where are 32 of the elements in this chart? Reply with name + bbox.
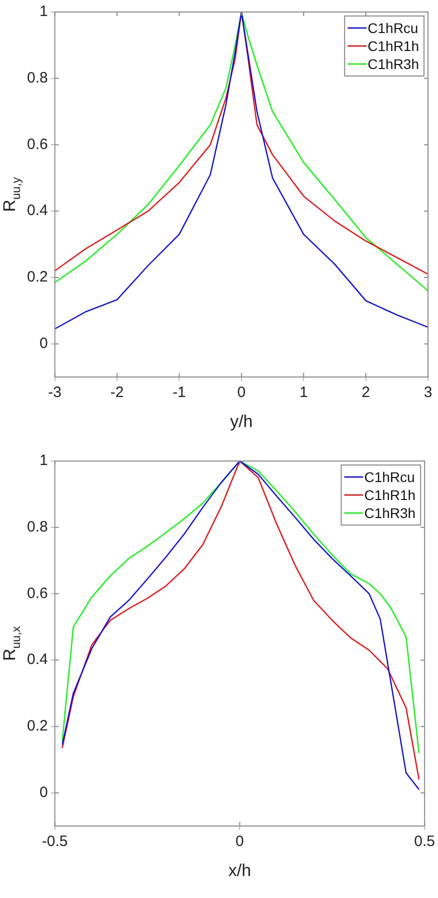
- legend-label: C1hR1h: [364, 486, 416, 503]
- x-tick-label: 3: [424, 384, 432, 402]
- y-tick-label: 0.2: [26, 268, 48, 286]
- y-tick-label: 0.4: [26, 651, 48, 668]
- y-axis-title: Ruu,y: [0, 177, 23, 212]
- x-axis-title: y/h: [230, 412, 253, 431]
- legend-label: C1hR1h: [368, 38, 420, 54]
- y-tick-label: 0.6: [26, 136, 48, 153]
- y-tick-label: 0: [40, 334, 48, 352]
- x-tick-label: 1: [299, 384, 308, 402]
- legend-label: C1hR3h: [364, 504, 416, 521]
- x-tick-label: 0: [236, 833, 244, 850]
- x-tick-label: -2: [110, 384, 124, 402]
- x-tick-label: -3: [48, 384, 62, 402]
- y-tick-label: 0.4: [26, 202, 48, 220]
- x-axis-title: x/h: [228, 861, 252, 880]
- x-tick-label: 2: [362, 384, 370, 402]
- y-tick-label: 0.8: [26, 518, 48, 536]
- y-tick-label: 0.6: [26, 584, 48, 602]
- legend-label: C1hR3h: [368, 56, 420, 72]
- x-tick-label: 0.5: [414, 833, 436, 850]
- y-tick-label: 0: [40, 784, 48, 801]
- y-tick-label: 1: [40, 3, 48, 20]
- legend-label: C1hRcu: [364, 468, 415, 485]
- y-tick-label: 0.8: [26, 70, 48, 87]
- x-tick-label: 0: [237, 384, 246, 402]
- legend-label: C1hRcu: [368, 20, 418, 36]
- y-tick-label: 1: [40, 452, 48, 470]
- x-tick-label: -0.5: [42, 833, 68, 850]
- y-tick-label: 0.2: [26, 718, 48, 735]
- y-axis-title: Ruu,x: [0, 626, 23, 661]
- x-tick-label: -1: [172, 384, 186, 402]
